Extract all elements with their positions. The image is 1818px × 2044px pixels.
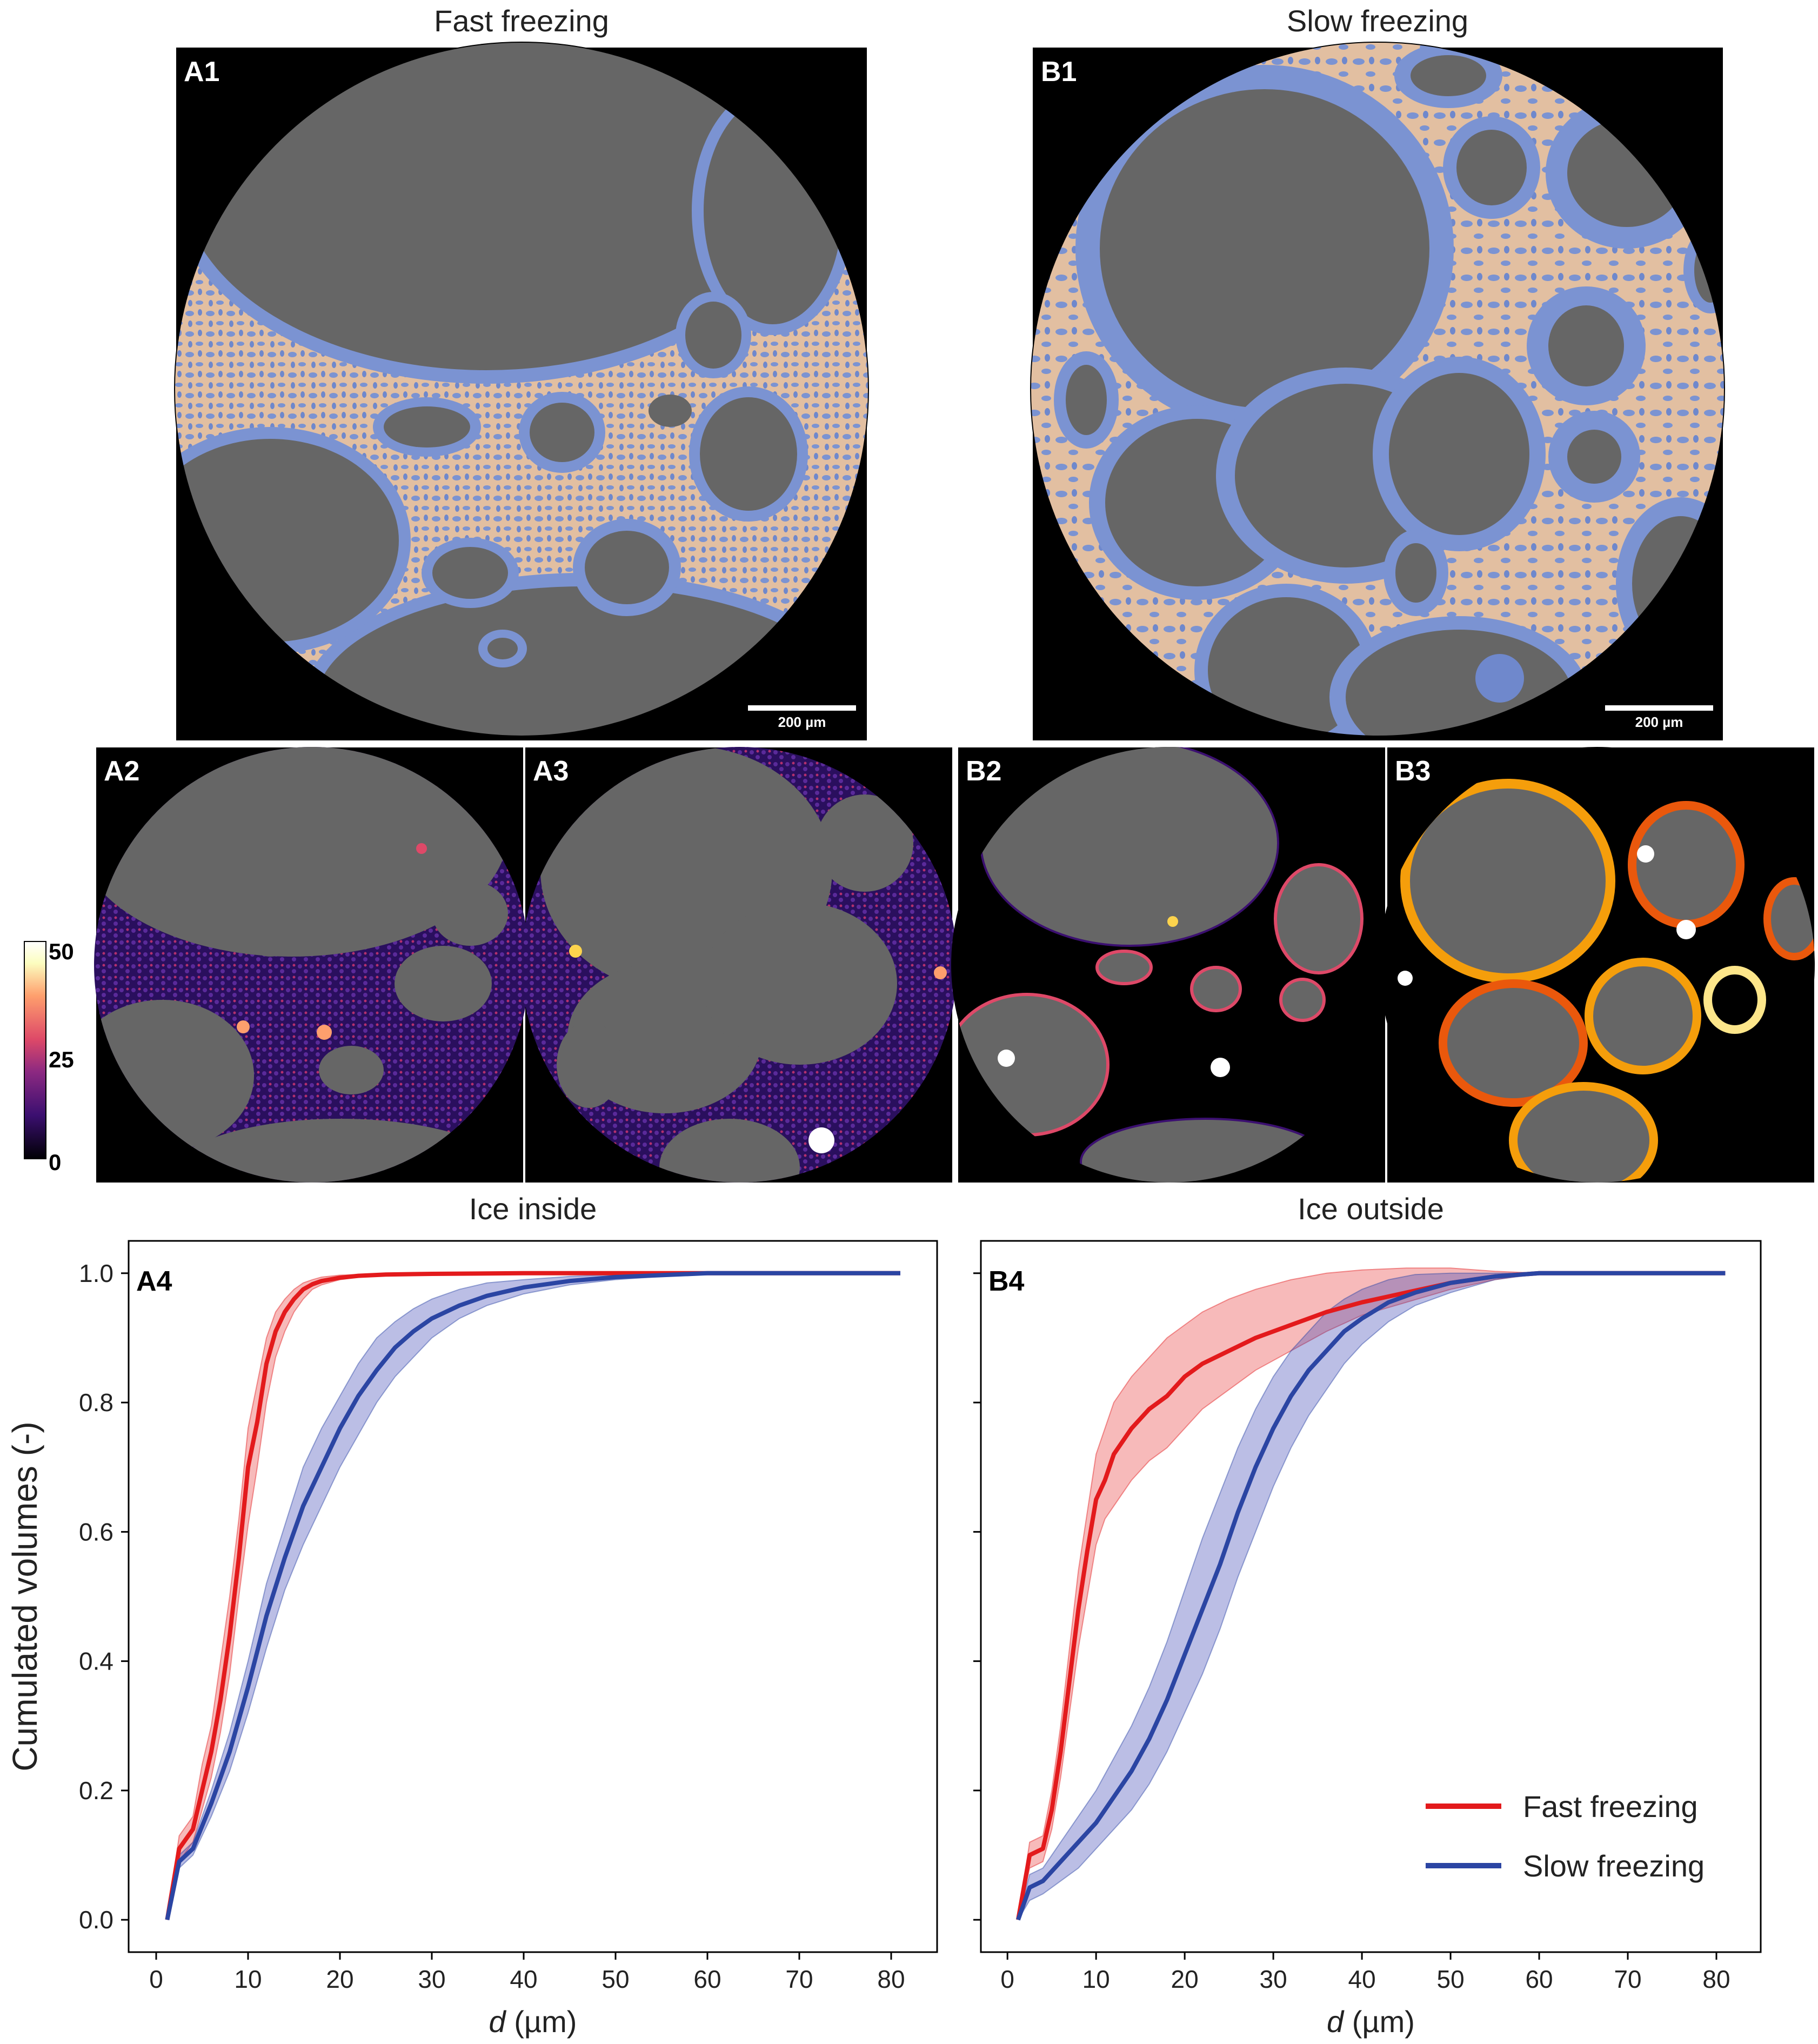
chart-title: Ice outside bbox=[1298, 1192, 1444, 1226]
y-tick-label: 0.8 bbox=[79, 1388, 113, 1417]
confidence-band-fast bbox=[1017, 1267, 1726, 1920]
x-tick-label: 80 bbox=[1702, 1965, 1730, 1993]
series-line-fast bbox=[165, 1271, 900, 1920]
x-tick-label: 50 bbox=[1436, 1965, 1464, 1993]
x-tick-label: 10 bbox=[1082, 1965, 1110, 1993]
plot-frame bbox=[980, 1240, 1762, 1953]
x-tick-label: 50 bbox=[601, 1965, 629, 1993]
x-axis-label-symbol: d bbox=[1327, 2005, 1345, 2039]
panel-label-a2: A2 bbox=[104, 756, 139, 787]
confidence-band-fast bbox=[166, 1272, 900, 1920]
panel-label-a3: A3 bbox=[533, 756, 569, 787]
y-tick-label: 0.6 bbox=[79, 1518, 113, 1546]
chart-a4: Ice inside 0 10 20 30 40 50 60 70 80 0.0 0.2 0.4 0.6 0… bbox=[5, 1192, 938, 2039]
x-tick-label: 20 bbox=[326, 1965, 353, 1993]
x-tick-label: 80 bbox=[877, 1965, 905, 1993]
confidence-band-slow bbox=[166, 1272, 900, 1920]
panel-a1: A1 200 µm bbox=[174, 42, 869, 740]
x-axis-label: d (µm) bbox=[1327, 2005, 1415, 2039]
x-tick-label: 60 bbox=[1525, 1965, 1553, 1993]
x-tick-label: 40 bbox=[1348, 1965, 1376, 1993]
panel-label-b2: B2 bbox=[966, 756, 1001, 787]
legend-label-fast: Fast freezing bbox=[1523, 1789, 1698, 1823]
panel-label-b1: B1 bbox=[1041, 56, 1077, 88]
y-tick-label: 0.0 bbox=[79, 1906, 113, 1934]
series-line-slow bbox=[165, 1271, 900, 1921]
x-axis-label: d (µm) bbox=[489, 2005, 577, 2039]
x-tick-label: 60 bbox=[693, 1965, 721, 1993]
colorbar-mid-label: 25 bbox=[49, 1047, 74, 1072]
panel-label-a1: A1 bbox=[184, 56, 219, 88]
plot-frame bbox=[128, 1240, 938, 1953]
x-tick-label: 70 bbox=[1614, 1965, 1641, 1993]
x-tick-label: 30 bbox=[1260, 1965, 1287, 1993]
x-tick-label: 20 bbox=[1171, 1965, 1199, 1993]
legend-label-slow: Slow freezing bbox=[1523, 1849, 1705, 1883]
panel-b1: B1 200 µm bbox=[1030, 42, 1725, 740]
panel-b3-section bbox=[1381, 747, 1815, 1183]
panel-label-a4: A4 bbox=[136, 1266, 172, 1297]
x-tick-label: 10 bbox=[234, 1965, 262, 1993]
chart-b4: Ice outside 0 10 20 30 40 50 60 70 80 B4 d (µm) Fast… bbox=[973, 1192, 1762, 2039]
panel-a3-section bbox=[522, 747, 957, 1183]
y-tick-label: 0.4 bbox=[79, 1647, 113, 1675]
colorbar: 50 25 0 bbox=[24, 939, 74, 1175]
colorbar-gradient bbox=[24, 941, 46, 1159]
y-tick-label: 0.2 bbox=[79, 1776, 113, 1805]
x-tick-label: 40 bbox=[510, 1965, 537, 1993]
panel-b2-section bbox=[951, 747, 1387, 1183]
chart-title: Ice inside bbox=[469, 1192, 597, 1226]
title-fast-freezing: Fast freezing bbox=[434, 4, 609, 38]
panel-label-b4: B4 bbox=[988, 1266, 1025, 1297]
x-axis-label-symbol: d bbox=[489, 2005, 507, 2039]
series-line-slow bbox=[1016, 1271, 1726, 1921]
x-tick-label: 30 bbox=[418, 1965, 445, 1993]
panel-label-b3: B3 bbox=[1395, 756, 1431, 787]
x-tick-label: 70 bbox=[785, 1965, 813, 1993]
x-axis-label-unit: (µm) bbox=[1344, 2005, 1415, 2039]
colorbar-min-label: 0 bbox=[49, 1150, 61, 1175]
x-tick-label: 0 bbox=[149, 1965, 163, 1993]
title-slow-freezing: Slow freezing bbox=[1287, 4, 1468, 38]
x-axis-label-unit: (µm) bbox=[506, 2005, 577, 2039]
y-tick-label: 1.0 bbox=[79, 1259, 113, 1287]
scale-bar-label-a1: 200 µm bbox=[778, 714, 826, 730]
y-axis-label: Cumulated volumes (-) bbox=[5, 1421, 44, 1771]
colorbar-max-label: 50 bbox=[49, 939, 74, 964]
scale-bar-label-b1: 200 µm bbox=[1635, 714, 1683, 730]
confidence-band-slow bbox=[1017, 1272, 1726, 1920]
x-tick-label: 0 bbox=[1000, 1965, 1014, 1993]
